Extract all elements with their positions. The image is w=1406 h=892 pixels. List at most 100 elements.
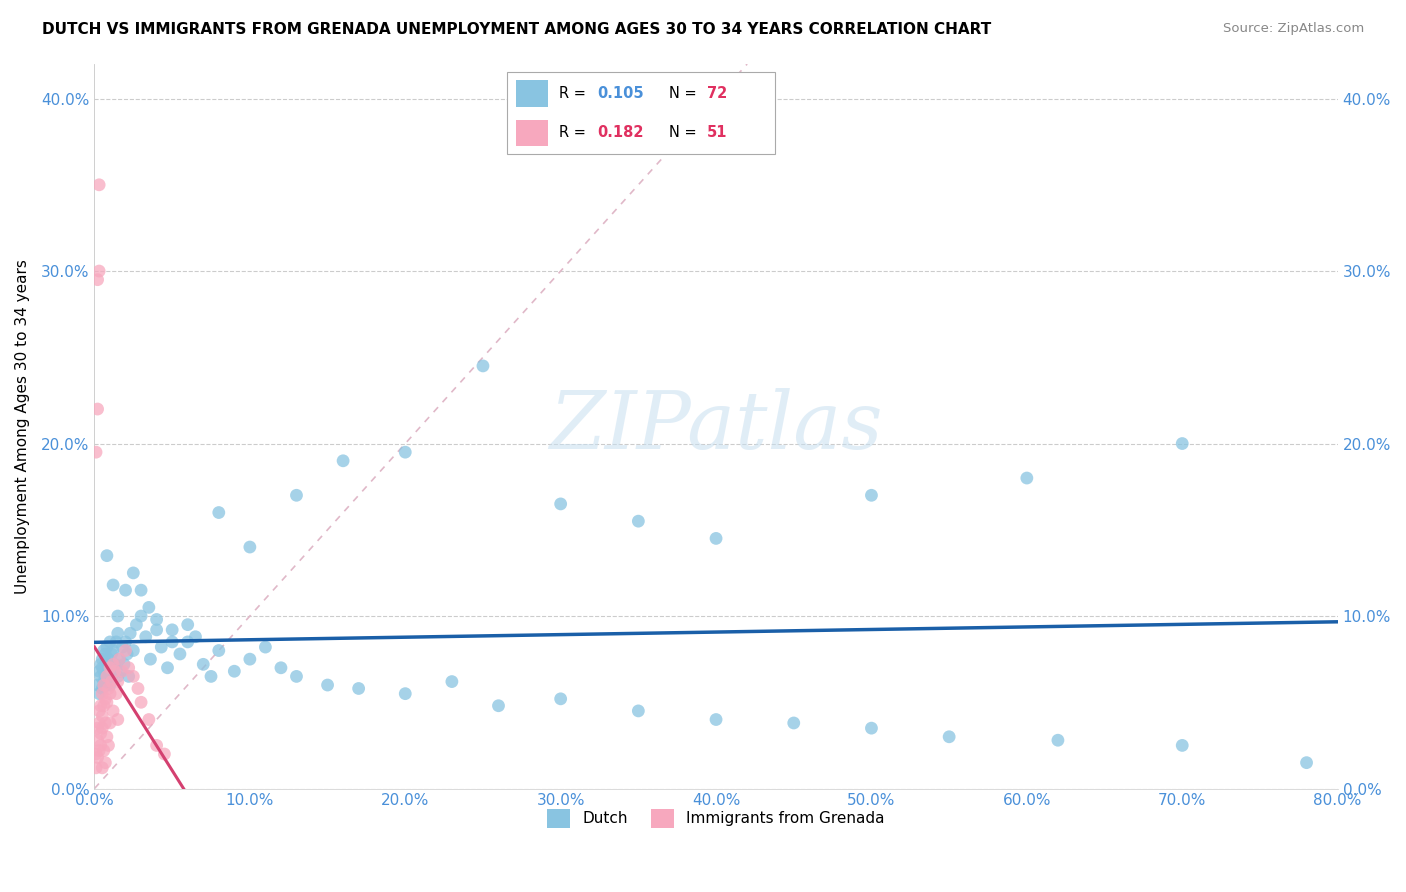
Point: [93, 643, 115, 657]
Text: DUTCH VS IMMIGRANTS FROM GRENADA UNEMPLOYMENT AMONG AGES 30 TO 34 YEARS CORRELAT: DUTCH VS IMMIGRANTS FROM GRENADA UNEMPLO…: [42, 22, 991, 37]
Text: Source: ZipAtlas.com: Source: ZipAtlas.com: [1223, 22, 1364, 36]
Y-axis label: Unemployment Among Ages 30 to 34 years: Unemployment Among Ages 30 to 34 years: [15, 259, 30, 594]
Point: [94, 669, 117, 683]
Point: [127, 681, 149, 696]
Point: [91, 661, 114, 675]
Point: [90, 657, 112, 672]
Point: [160, 623, 183, 637]
Point: [860, 488, 883, 502]
Point: [129, 609, 152, 624]
Point: [98, 635, 121, 649]
Point: [200, 669, 222, 683]
Point: [101, 704, 124, 718]
Point: [86, 273, 108, 287]
Point: [98, 716, 121, 731]
Point: [394, 687, 416, 701]
Point: [108, 652, 131, 666]
Point: [84, 747, 107, 761]
Point: [91, 681, 114, 696]
Point: [160, 635, 183, 649]
Point: [704, 532, 727, 546]
Point: [96, 669, 118, 683]
Point: [91, 721, 114, 735]
Point: [135, 630, 157, 644]
Point: [101, 657, 124, 672]
Point: [860, 721, 883, 735]
Point: [107, 626, 129, 640]
Point: [93, 665, 115, 679]
Point: [1015, 471, 1038, 485]
Point: [94, 756, 117, 770]
Point: [783, 716, 806, 731]
Point: [89, 264, 111, 278]
Point: [94, 657, 117, 672]
Point: [94, 716, 117, 731]
Point: [97, 652, 120, 666]
Point: [97, 739, 120, 753]
Point: [129, 695, 152, 709]
Point: [1046, 733, 1069, 747]
Point: [150, 640, 173, 654]
Point: [125, 617, 148, 632]
Point: [145, 739, 167, 753]
Point: [112, 657, 135, 672]
Text: ZIPatlas: ZIPatlas: [550, 387, 883, 465]
Point: [104, 665, 127, 679]
Point: [107, 674, 129, 689]
Point: [122, 669, 145, 683]
Point: [90, 698, 112, 713]
Point: [224, 665, 246, 679]
Point: [111, 640, 134, 654]
Point: [138, 713, 160, 727]
Point: [93, 678, 115, 692]
Point: [93, 698, 115, 713]
Point: [1171, 436, 1194, 450]
Point: [208, 643, 231, 657]
Point: [627, 704, 650, 718]
Point: [100, 674, 122, 689]
Point: [156, 661, 179, 675]
Point: [193, 657, 215, 672]
Point: [1171, 739, 1194, 753]
Point: [105, 687, 128, 701]
Point: [98, 687, 121, 701]
Point: [285, 669, 308, 683]
Point: [89, 716, 111, 731]
Point: [89, 178, 111, 192]
Point: [98, 657, 121, 672]
Point: [89, 665, 111, 679]
Point: [96, 678, 118, 692]
Point: [107, 609, 129, 624]
Point: [90, 669, 112, 683]
Point: [332, 454, 354, 468]
Point: [105, 635, 128, 649]
Point: [96, 549, 118, 563]
Point: [239, 540, 262, 554]
Point: [101, 665, 124, 679]
Point: [84, 761, 107, 775]
Point: [94, 647, 117, 661]
Point: [114, 643, 136, 657]
Point: [122, 643, 145, 657]
Point: [86, 721, 108, 735]
Point: [177, 617, 200, 632]
Point: [89, 743, 111, 757]
Point: [84, 445, 107, 459]
Point: [347, 681, 370, 696]
Point: [139, 652, 162, 666]
Point: [97, 681, 120, 696]
Point: [89, 704, 111, 718]
Point: [472, 359, 495, 373]
Point: [98, 661, 121, 675]
Point: [118, 669, 141, 683]
Point: [86, 750, 108, 764]
Point: [440, 674, 463, 689]
Point: [138, 600, 160, 615]
Point: [114, 635, 136, 649]
Point: [96, 661, 118, 675]
Point: [90, 726, 112, 740]
Point: [96, 640, 118, 654]
Point: [86, 678, 108, 692]
Point: [111, 665, 134, 679]
Point: [285, 488, 308, 502]
